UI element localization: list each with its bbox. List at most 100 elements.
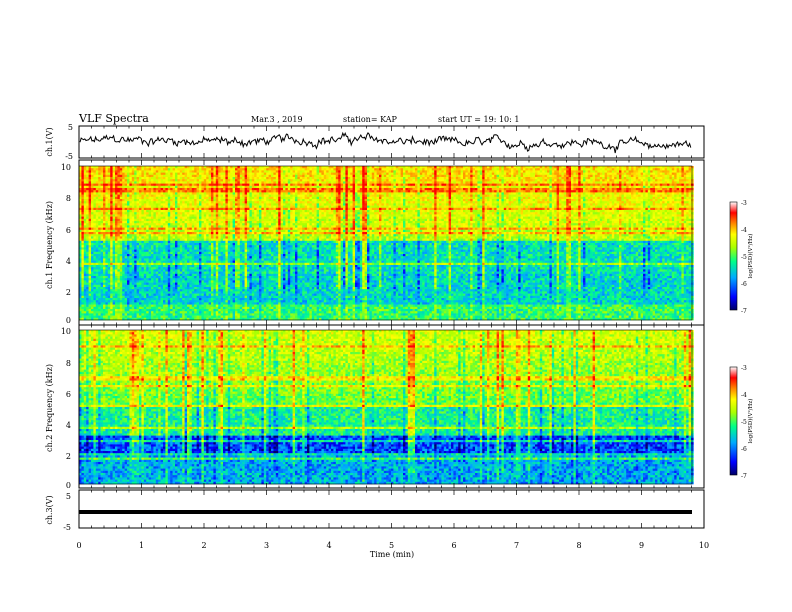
spectrogram-cell: [501, 168, 504, 171]
spectrogram-cell: [398, 170, 401, 173]
spectrogram-cell: [377, 170, 380, 173]
spectrogram-cell: [307, 170, 310, 173]
spectrogram-cell: [285, 173, 288, 176]
spectrogram-cell: [545, 166, 548, 169]
spectrogram-cell: [350, 168, 353, 171]
spectrogram-cell: [581, 173, 584, 176]
spectrogram-cell: [554, 166, 557, 169]
spectrogram-cell: [497, 166, 500, 169]
spectrogram-cell: [549, 173, 552, 176]
spectrogram-cell: [101, 168, 104, 171]
spectrogram-cell: [374, 173, 377, 176]
spectrogram-cell: [362, 173, 365, 176]
spectrogram-cell: [113, 175, 116, 178]
spectrogram-cell: [134, 175, 137, 178]
spectrogram-cell: [441, 170, 444, 173]
spectrogram-cell: [158, 173, 161, 176]
spectrogram-cell: [535, 170, 538, 173]
ch1-spectrogram-panel: 0 2 4 6 8 10 ch.1 Frequency (kHz) -3 -4 …: [45, 160, 754, 325]
spectrogram-cell: [461, 170, 464, 173]
spectrogram-cell: [549, 170, 552, 173]
spectrogram-cell: [629, 168, 632, 171]
spectrogram-cell: [458, 168, 461, 171]
spectrogram-cell: [333, 166, 336, 169]
spectrogram-cell: [458, 175, 461, 178]
spectrogram-cell: [149, 170, 152, 173]
spectrogram-cell: [285, 166, 288, 169]
spectrogram-cell: [93, 166, 96, 169]
spectrogram-cell: [105, 173, 108, 176]
spectrogram-cell: [197, 175, 200, 178]
spectrogram-cell: [686, 168, 689, 171]
spectrogram-cell: [362, 166, 365, 169]
spectrogram-cell: [213, 175, 216, 178]
spectrogram-cell: [103, 168, 106, 171]
spectrogram-cell: [588, 166, 591, 169]
spectrogram-cell: [194, 168, 197, 171]
spectrogram-cell: [425, 168, 428, 171]
spectrogram-cell: [338, 166, 341, 169]
spectrogram-cell: [113, 168, 116, 171]
spectrogram-cell: [331, 175, 334, 178]
spectrogram-cell: [396, 168, 399, 171]
spectrogram-cell: [679, 173, 682, 176]
spectrogram-cell: [612, 170, 615, 173]
spectrogram-cell: [650, 170, 653, 173]
spectrogram-cell: [129, 173, 132, 176]
spectrogram-cell: [492, 175, 495, 178]
spectrogram-cell: [569, 168, 572, 171]
spectrogram-cell: [468, 175, 471, 178]
spectrogram-cell: [199, 175, 202, 178]
ch1-waveform-panel: 5 -5 ch.1(V): [45, 123, 704, 161]
spectrogram-cell: [372, 170, 375, 173]
spectrogram-cell: [156, 170, 159, 173]
spectrogram-cell: [273, 168, 276, 171]
spectrogram-cell: [235, 175, 238, 178]
spectrogram-cell: [533, 166, 536, 169]
spectrogram-cell: [290, 173, 293, 176]
spectrogram-cell: [523, 170, 526, 173]
spectrogram-cell: [230, 166, 233, 169]
spectrogram-cell: [667, 168, 670, 171]
spectrogram-cell: [619, 170, 622, 173]
spectrogram-cell: [290, 175, 293, 178]
spectrogram-cell: [204, 170, 207, 173]
spectrogram-cell: [672, 173, 675, 176]
spectrogram-cell: [281, 166, 284, 169]
spectrogram-cell: [151, 168, 154, 171]
spectrogram-cell: [525, 175, 528, 178]
spectrogram-cell: [372, 166, 375, 169]
spectrogram-cell: [341, 168, 344, 171]
spectrogram-cell: [86, 175, 89, 178]
spectrogram-cell: [561, 173, 564, 176]
spectrogram-cell: [660, 166, 663, 169]
spectrogram-cell: [336, 168, 339, 171]
spectrogram-cell: [163, 175, 166, 178]
spectrogram-cell: [264, 166, 267, 169]
spectrogram-cell: [324, 168, 327, 171]
spectrogram-cell: [456, 175, 459, 178]
spectrogram-cell: [540, 173, 543, 176]
spectrogram-cell: [211, 168, 214, 171]
spectrogram-cell: [554, 175, 557, 178]
spectrogram-cell: [329, 170, 332, 173]
spectrogram-cell: [557, 168, 560, 171]
spectrogram-cell: [288, 175, 291, 178]
spectrogram-cell: [609, 170, 612, 173]
spectrogram-cell: [281, 170, 284, 173]
spectrogram-cell: [84, 175, 87, 178]
spectrogram-cell: [177, 170, 180, 173]
spectrogram-cell: [309, 175, 312, 178]
spectrogram-cell: [588, 175, 591, 178]
spectrogram-cell: [679, 166, 682, 169]
spectrogram-cell: [456, 168, 459, 171]
spectrogram-cell: [410, 168, 413, 171]
spectrogram-cell: [645, 170, 648, 173]
spectrogram-cell: [216, 166, 219, 169]
spectrogram-cell: [602, 168, 605, 171]
spectrogram-cell: [105, 166, 108, 169]
spectrogram-cell: [681, 173, 684, 176]
spectrogram-cell: [237, 173, 240, 176]
spectrogram-cell: [386, 168, 389, 171]
spectrogram-cell: [374, 166, 377, 169]
